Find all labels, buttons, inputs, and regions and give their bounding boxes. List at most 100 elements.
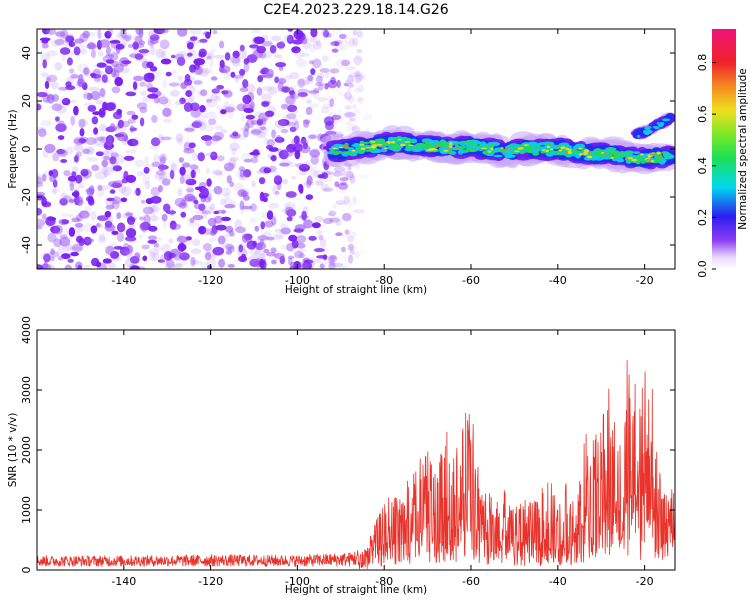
noise-blob xyxy=(41,252,48,261)
noise-blob xyxy=(85,206,93,212)
noise-blob xyxy=(282,147,295,157)
noise-blob xyxy=(293,135,300,145)
noise-blob xyxy=(77,264,83,269)
signal-mark xyxy=(650,153,655,156)
noise-blob xyxy=(149,46,156,56)
noise-blob xyxy=(189,64,197,73)
noise-blob xyxy=(274,76,279,84)
noise-blob xyxy=(142,206,154,215)
snr-series-line xyxy=(37,360,675,570)
noise-blob xyxy=(161,243,171,254)
noise-blob xyxy=(243,58,250,65)
noise-blob xyxy=(38,128,47,138)
noise-blob xyxy=(339,177,349,182)
spectrogram-plot-area xyxy=(37,29,675,269)
noise-blob xyxy=(312,91,320,100)
noise-blob xyxy=(230,71,236,78)
noise-blob xyxy=(144,155,149,166)
noise-blob xyxy=(37,103,42,111)
noise-blob xyxy=(279,162,290,167)
noise-blob xyxy=(37,181,44,188)
noise-blob xyxy=(295,235,307,244)
noise-blob xyxy=(229,142,240,152)
noise-blob xyxy=(105,245,115,256)
noise-blob xyxy=(347,83,355,88)
noise-blob xyxy=(212,29,218,35)
noise-blob xyxy=(187,221,199,228)
snr-x-axis-label: Height of straight line (km) xyxy=(285,584,427,596)
signal-mark xyxy=(448,150,453,155)
signal-mark xyxy=(493,154,503,158)
signal-mark xyxy=(395,137,400,142)
noise-blob xyxy=(186,169,193,177)
colorbar-tick-label: 0.8 xyxy=(696,54,709,72)
signal-mark xyxy=(339,146,344,149)
noise-blob xyxy=(159,254,168,264)
noise-blob xyxy=(329,256,335,267)
noise-blob xyxy=(93,127,99,135)
colorbar-ticks: 0.0 0.2 0.4 0.6 0.8 xyxy=(696,54,716,278)
signal-mark xyxy=(635,160,641,165)
signal-mark xyxy=(665,155,671,159)
noise-blob xyxy=(54,38,65,46)
noise-blob xyxy=(216,105,222,111)
noise-blob xyxy=(74,263,80,269)
noise-blob xyxy=(205,138,212,147)
noise-blob xyxy=(91,164,100,172)
noise-blob xyxy=(58,86,69,91)
noise-blob xyxy=(197,152,205,162)
noise-blob xyxy=(291,175,296,180)
noise-blob xyxy=(148,251,156,261)
noise-blob xyxy=(82,148,91,155)
signal-mark xyxy=(449,142,453,146)
noise-blob xyxy=(217,235,226,245)
noise-blob xyxy=(256,118,263,126)
noise-blob xyxy=(42,59,47,69)
noise-blob xyxy=(240,115,246,123)
noise-blob xyxy=(67,214,75,219)
noise-blob xyxy=(195,90,205,95)
noise-blob xyxy=(224,52,231,61)
noise-blob xyxy=(198,48,207,58)
noise-blob xyxy=(234,75,239,84)
noise-blob xyxy=(124,236,137,242)
noise-blob xyxy=(158,29,169,34)
noise-blob xyxy=(68,198,75,204)
noise-blob xyxy=(73,225,84,233)
signal-mark xyxy=(631,158,638,162)
colorbar-label: Normalized spectral amplitude xyxy=(737,68,749,229)
noise-blob xyxy=(330,255,337,260)
noise-blob xyxy=(356,96,363,102)
noise-blob xyxy=(37,191,46,197)
noise-blob xyxy=(322,187,334,192)
noise-blob xyxy=(331,29,343,34)
noise-blob xyxy=(347,208,356,218)
noise-blob xyxy=(277,81,284,92)
noise-blob xyxy=(43,253,51,263)
noise-blob xyxy=(127,216,135,225)
noise-blob xyxy=(125,249,133,260)
signal-mark xyxy=(604,151,609,153)
noise-blob xyxy=(107,262,116,269)
noise-blob xyxy=(106,45,111,56)
noise-blob xyxy=(336,186,347,194)
noise-blob xyxy=(153,242,160,248)
noise-blob xyxy=(262,196,268,203)
noise-blob xyxy=(50,225,61,234)
noise-blob xyxy=(308,256,316,265)
noise-blob xyxy=(290,261,296,269)
noise-blob xyxy=(180,202,189,210)
noise-blob xyxy=(294,250,304,259)
noise-blob xyxy=(47,29,57,35)
noise-blob xyxy=(153,154,161,163)
noise-blob xyxy=(352,195,358,204)
signal-mark xyxy=(427,144,433,147)
noise-blob xyxy=(356,30,363,39)
noise-blob xyxy=(257,235,269,241)
noise-blob xyxy=(328,261,336,269)
noise-blob xyxy=(125,212,134,217)
noise-blob xyxy=(193,166,201,174)
noise-blob xyxy=(80,71,90,77)
noise-blob xyxy=(340,262,349,269)
noise-blob xyxy=(67,51,76,57)
